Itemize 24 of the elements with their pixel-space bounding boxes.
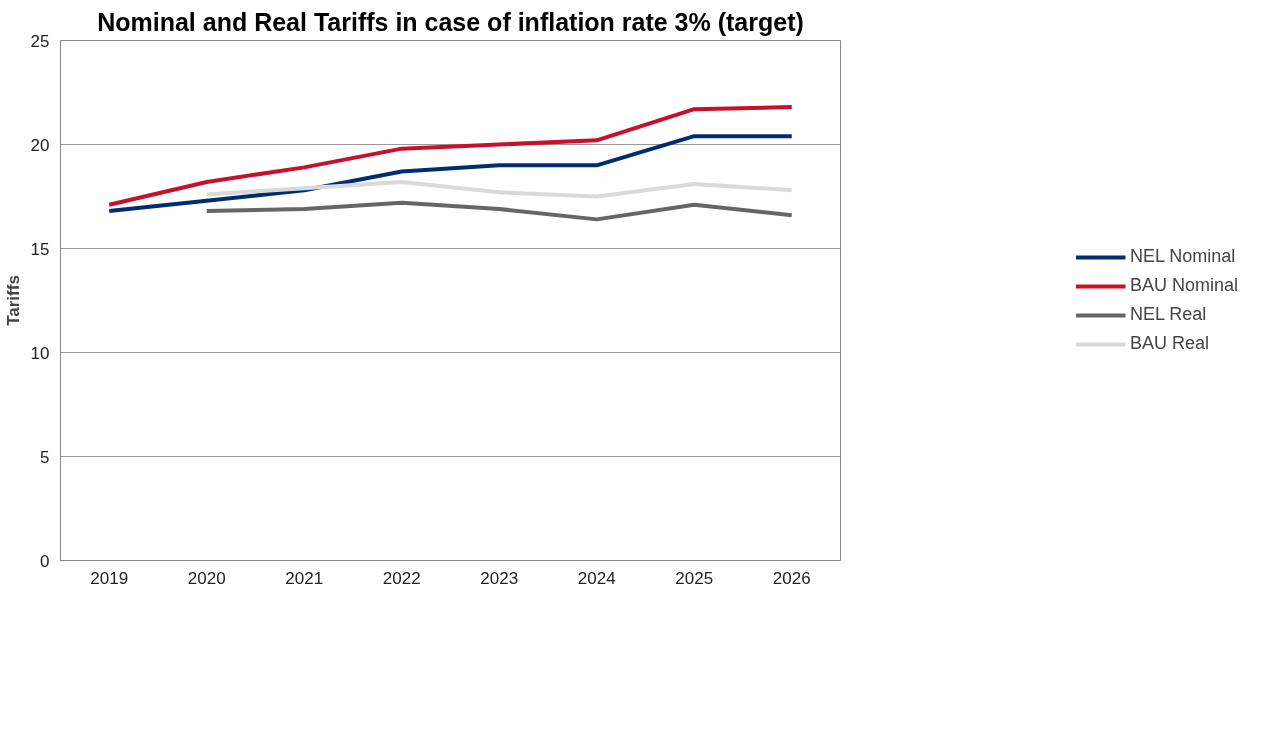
x-tick-label: 2024	[577, 568, 616, 588]
y-tick-label: 5	[40, 447, 50, 467]
x-tick-label: 2026	[772, 568, 811, 588]
x-tick-label: 2019	[90, 568, 129, 588]
legend-label: BAU Real	[1129, 333, 1210, 354]
x-tick-label: 2025	[675, 568, 714, 588]
y-tick-label: 25	[30, 31, 50, 51]
y-axis-title: Tariffs	[3, 275, 23, 326]
legend-label: NEL Nominal	[1129, 246, 1236, 267]
line-series	[107, 105, 794, 207]
legend-label: NEL Real	[1129, 304, 1207, 325]
chart-title: Nominal and Real Tariffs in case of inflation rate 3% (target)	[97, 7, 804, 36]
y-tick-label: 0	[40, 551, 50, 571]
x-tick-label: 2021	[285, 568, 324, 588]
x-tick-label: 2023	[480, 568, 519, 588]
legend-label: BAU Nominal	[1129, 275, 1239, 296]
y-tick-label: 10	[30, 343, 50, 363]
x-tick-label: 2020	[187, 568, 226, 588]
x-tick-label: 2022	[382, 568, 421, 588]
y-tick-label: 20	[30, 135, 50, 155]
line-series	[204, 179, 794, 199]
y-tick-label: 15	[30, 239, 50, 259]
line-series	[107, 134, 794, 214]
line-series	[204, 200, 794, 222]
